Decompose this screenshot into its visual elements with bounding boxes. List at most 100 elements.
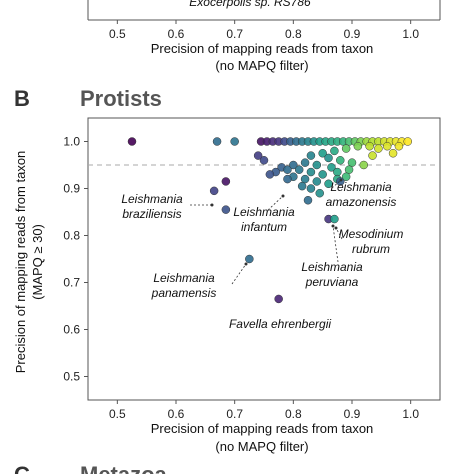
x-tick-label: 0.8 — [285, 407, 302, 421]
scatter-point — [294, 165, 304, 174]
scatter-point — [341, 172, 351, 181]
top-panel-x-ticks: 0.5 0.6 0.7 0.8 0.9 1.0 — [109, 20, 419, 41]
annotation-label: Leishmania — [301, 260, 363, 274]
scatter-point — [327, 163, 336, 172]
x-tick-label: 0.9 — [344, 407, 361, 421]
scatter-point — [315, 188, 324, 198]
scatter-point — [403, 137, 412, 146]
x-axis-ticks: 0.5 0.6 0.7 0.8 0.9 1.0 — [109, 400, 419, 421]
scatter-point — [359, 160, 368, 170]
top-panel-cut-annotation: Exocerpolis sp. RS786 — [189, 0, 311, 9]
scatter-point — [365, 141, 374, 151]
annotation-arrow-head — [210, 203, 214, 207]
top-panel: Exocerpolis sp. RS786 0.5 0.6 0.7 0.8 0.9 1.0… — [87, 0, 441, 73]
scatter-point — [318, 149, 327, 158]
annotation-label: Leishmania — [233, 205, 295, 219]
scatter-point — [300, 158, 310, 167]
x-tick-label: 0.6 — [168, 407, 185, 421]
annotation-arrow-head — [339, 178, 343, 182]
panel-title-protists: Protists — [80, 86, 162, 111]
scatter-points — [127, 137, 412, 304]
top-x-tick-label: 0.8 — [285, 27, 302, 41]
y-tick-label: 0.8 — [63, 229, 80, 243]
scatter-point — [306, 151, 316, 160]
scatter-point — [312, 177, 322, 186]
panel-letter-c: C — [14, 462, 30, 474]
y-axis-label-line2: (MAPQ ≥ 30) — [30, 224, 45, 300]
scatter-point — [330, 214, 339, 224]
annotation-label: Leishmania — [153, 271, 215, 285]
annotation-label: peruviana — [305, 275, 359, 289]
scatter-point — [127, 137, 137, 146]
top-x-tick-label: 1.0 — [402, 27, 419, 41]
annotation-label: Mesodinium — [339, 227, 404, 241]
scatter-point — [289, 160, 298, 170]
annotation-arrow — [332, 225, 339, 263]
panel-title-metazoa: Metazoa — [80, 462, 168, 474]
scatter-point — [382, 141, 392, 151]
y-tick-label: 0.7 — [63, 276, 80, 290]
scatter-point — [318, 170, 327, 179]
x-axis-label-line1: Precision of mapping reads from taxon — [151, 421, 374, 436]
scatter-point — [245, 254, 254, 264]
scatter-point — [324, 153, 333, 163]
scatter-point — [221, 177, 231, 186]
scatter-point — [353, 141, 363, 151]
scatter-point — [312, 160, 322, 170]
y-axis-ticks: 0.5 0.6 0.7 0.8 0.9 1.0 — [63, 135, 88, 384]
annotation-label: rubrum — [352, 242, 390, 256]
annotation-arrow-head — [331, 224, 335, 228]
annotation-arrow — [231, 263, 247, 285]
scatter-point — [274, 294, 283, 304]
scatter-point — [394, 141, 404, 151]
top-x-tick-label: 0.6 — [168, 27, 185, 41]
annotation-label: panamensis — [151, 286, 217, 300]
top-x-tick-label: 0.5 — [109, 27, 126, 41]
scatter-point — [330, 146, 339, 156]
panel-letter-b: B — [14, 86, 30, 111]
scatter-point — [300, 174, 310, 184]
annotation-arrow-head — [281, 194, 285, 198]
y-tick-label: 0.9 — [63, 182, 80, 196]
annotation-label: Favella ehrenbergii — [229, 317, 331, 331]
scatter-point — [253, 151, 263, 160]
scatter-point — [341, 144, 351, 153]
scatter-point — [297, 181, 307, 191]
x-tick-label: 1.0 — [402, 407, 419, 421]
scatter-point — [306, 184, 316, 193]
annotation-label: amazonensis — [326, 195, 397, 209]
y-tick-label: 0.5 — [63, 370, 80, 384]
annotation-label: Leishmania — [330, 180, 392, 194]
scatter-point — [344, 165, 354, 174]
plot-frame — [87, 117, 441, 401]
scatter-point — [212, 137, 222, 146]
scatter-point — [306, 167, 316, 177]
top-x-tick-label: 0.7 — [226, 27, 243, 41]
scatter-point — [347, 158, 357, 167]
x-tick-label: 0.7 — [226, 407, 243, 421]
scatter-point — [209, 186, 219, 196]
scatter-point — [303, 196, 313, 205]
protists-scatter-plot: 0.5 0.6 0.7 0.8 0.9 1.0 0.5 0.6 0.7 0.8 0.9 1.0 Le… — [63, 117, 441, 421]
scatter-point — [374, 144, 383, 153]
x-axis-label-line2: (no MAPQ filter) — [215, 439, 308, 454]
scatter-point — [230, 137, 239, 146]
y-axis-label-line1: Precision of mapping reads from taxon — [13, 151, 28, 374]
scatter-point — [283, 174, 292, 184]
annotation-arrow-head — [244, 262, 248, 266]
scatter-point — [336, 156, 345, 165]
scatter-point — [283, 165, 292, 174]
top-panel-xlabel-line2: (no MAPQ filter) — [215, 58, 308, 73]
scatter-point — [324, 179, 333, 189]
x-tick-label: 0.5 — [109, 407, 126, 421]
annotation-label: Leishmania — [121, 192, 183, 206]
scatter-point — [265, 170, 275, 179]
top-x-tick-label: 0.9 — [344, 27, 361, 41]
annotation-label: braziliensis — [122, 207, 181, 221]
scatter-point — [259, 156, 269, 165]
annotation-arrow-head — [334, 226, 338, 230]
annotation-arrow — [267, 195, 284, 211]
scatter-point — [368, 151, 377, 160]
y-tick-label: 1.0 — [63, 135, 80, 149]
